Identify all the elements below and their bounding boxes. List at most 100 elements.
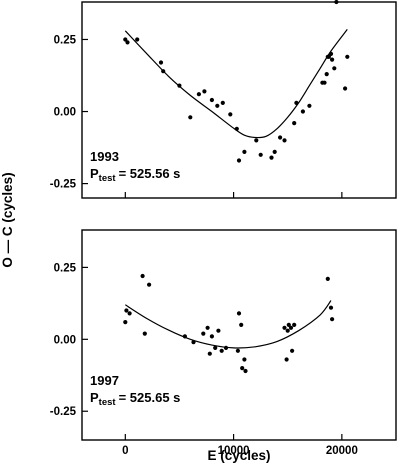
data-point (288, 325, 294, 330)
y-ticks: 0.25 0.00 -0.25 (50, 262, 88, 418)
data-point (213, 345, 218, 350)
data-point (236, 158, 242, 163)
data-point (123, 37, 128, 42)
data-point (182, 334, 187, 339)
data-point (196, 92, 201, 97)
data-point (328, 305, 334, 310)
data-point (292, 121, 297, 126)
data-point (216, 328, 221, 333)
period-subscript: test (99, 397, 117, 408)
data-point (332, 66, 337, 71)
data-point (236, 311, 242, 316)
data-point (243, 368, 248, 374)
data-point (240, 366, 245, 371)
data-point (158, 60, 164, 65)
period-subscript: test (99, 173, 117, 184)
y-tick-label: 0.00 (54, 334, 76, 346)
data-points (123, 0, 350, 163)
data-point (272, 149, 277, 154)
data-point (239, 322, 244, 327)
data-point (188, 115, 193, 120)
data-point (127, 311, 132, 316)
data-point (209, 334, 214, 339)
data-point (269, 155, 274, 160)
data-point (294, 100, 299, 105)
data-point (191, 340, 196, 345)
data-point (326, 54, 331, 59)
x-tick-label: 0 (122, 445, 128, 457)
period-value: = 525.65 s (119, 390, 181, 405)
data-point (330, 57, 335, 62)
data-point (135, 37, 140, 42)
x-ticks (124, 192, 343, 198)
data-point (125, 40, 130, 45)
data-point (205, 325, 210, 330)
data-point (123, 320, 128, 325)
year-label: 1997 (90, 373, 119, 388)
data-point (209, 97, 214, 103)
y-axis-label: O — C (cycles) (0, 172, 15, 267)
data-point (201, 331, 206, 336)
data-point (254, 138, 259, 143)
period-value: = 525.56 s (119, 166, 181, 181)
data-point (234, 126, 239, 131)
fit-curve (124, 29, 348, 139)
data-point (285, 328, 290, 333)
data-point (220, 100, 225, 105)
y-tick-label: -0.25 (50, 406, 77, 418)
data-point (161, 69, 166, 74)
period-label: Ptest = 525.56 s (90, 166, 180, 184)
period-p: P (90, 166, 99, 181)
panel-frame (81, 229, 397, 441)
fit-curve (124, 300, 332, 349)
data-point (242, 357, 247, 362)
data-point (334, 0, 339, 5)
data-point (325, 276, 330, 281)
data-point (290, 348, 295, 353)
x-tick-label: 20000 (326, 445, 358, 457)
x-axis-label: E (cycles) (207, 448, 270, 463)
data-point (219, 348, 224, 353)
data-point (292, 322, 297, 327)
y-tick-label: 0.25 (54, 262, 77, 274)
data-point (235, 348, 240, 353)
data-point (330, 317, 335, 322)
panel-1997: 0.25 0.00 -0.25 0 10000 20000 1997 Ptest = 52… (50, 229, 397, 457)
y-tick-label: 0.00 (54, 107, 76, 119)
year-label: 1993 (90, 149, 119, 164)
data-point (242, 149, 247, 154)
data-point (223, 345, 229, 350)
data-point (278, 135, 283, 140)
data-point (284, 357, 289, 362)
period-p: P (90, 390, 99, 405)
data-point (142, 331, 147, 336)
data-point (124, 308, 129, 313)
data-point (177, 83, 182, 88)
data-point (258, 152, 263, 157)
data-point (307, 103, 312, 108)
y-tick-label: 0.25 (54, 34, 77, 46)
data-point (324, 72, 329, 77)
y-ticks: 0.25 0.00 -0.25 (50, 34, 88, 191)
data-point (322, 80, 327, 85)
data-point (147, 282, 152, 287)
data-point (140, 273, 145, 279)
data-point (282, 325, 287, 330)
data-point (286, 322, 291, 327)
data-point (343, 86, 348, 91)
y-tick-label: -0.25 (50, 179, 77, 191)
data-point (328, 51, 334, 57)
data-point (300, 109, 305, 114)
x-ticks: 0 10000 20000 (122, 434, 358, 457)
data-point (215, 103, 220, 108)
data-point (207, 351, 212, 356)
panel-frame (81, 1, 397, 199)
x-tick-label: 10000 (218, 445, 250, 457)
data-point (282, 138, 287, 143)
data-points (123, 273, 335, 374)
data-point (345, 54, 350, 59)
data-point (228, 112, 233, 117)
data-point (202, 89, 207, 94)
panel-1993: 0.25 0.00 -0.25 1993 Ptest = 525.56 s (50, 0, 397, 199)
